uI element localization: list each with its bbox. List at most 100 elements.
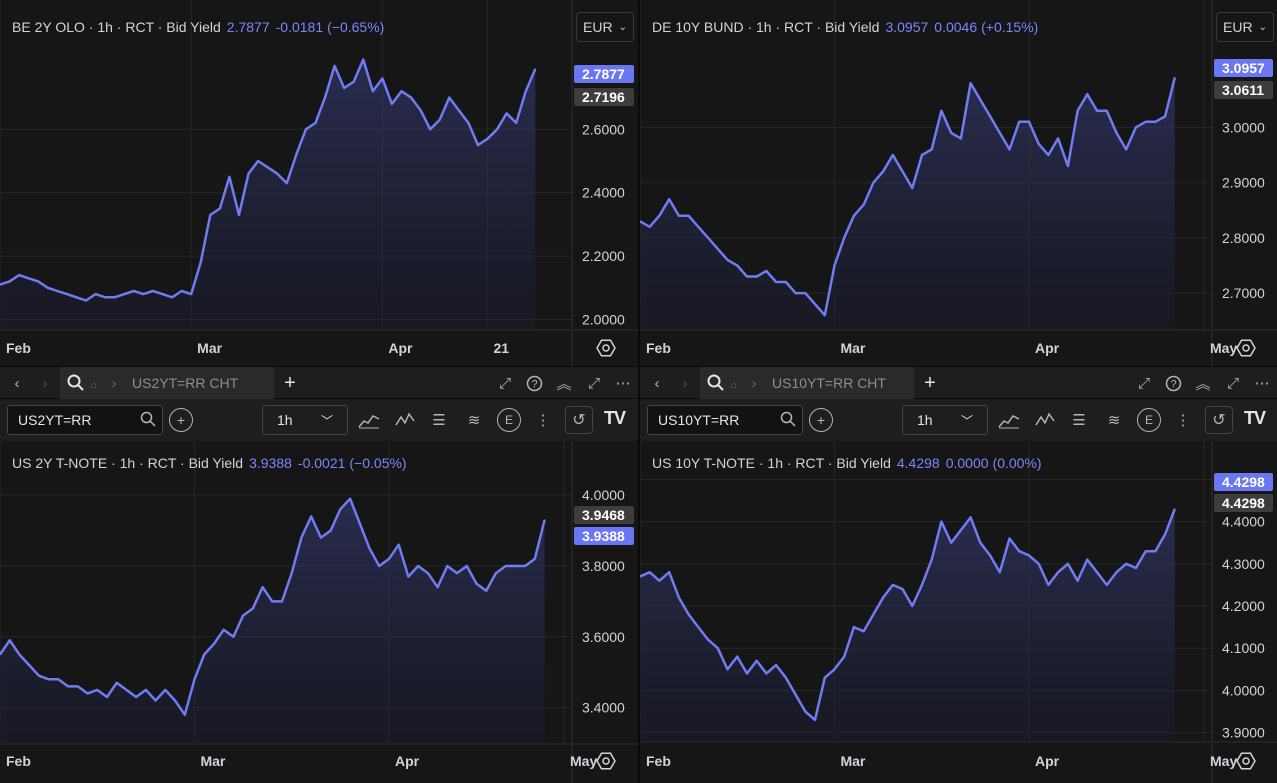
data-point <box>28 664 30 666</box>
multi-line-icon[interactable]: ≋ <box>1107 412 1121 429</box>
legend-last: 4.4298 <box>896 455 940 471</box>
data-point <box>1028 121 1030 123</box>
settings-hex-icon-center <box>602 344 610 352</box>
data-point <box>901 170 904 173</box>
y-tick-label: 2.0000 <box>582 311 625 327</box>
data-point <box>486 138 489 140</box>
more-icon[interactable]: ⋯ <box>1254 375 1270 392</box>
data-point <box>77 685 79 687</box>
indicators-icon[interactable] <box>1033 409 1057 431</box>
more-vert-icon[interactable]: ⋮ <box>535 412 551 429</box>
legend-pct: (−0.05%) <box>349 455 407 471</box>
back-icon[interactable]: ‹ <box>14 374 20 392</box>
chart-plot-be2y[interactable]: 2.0000 2.2000 2.4000 2.6000 Feb Mar Apr 21 2.787… <box>0 0 638 366</box>
undo-icon[interactable]: ↺ <box>565 406 593 434</box>
chevron-down-icon: ﹀ <box>320 414 333 428</box>
chart-panel-us2y[interactable]: 3.4000 3.6000 3.8000 4.0000 Feb Mar Apr May 3.94… <box>0 441 638 783</box>
symbol-value: US2YT=RR <box>18 412 92 428</box>
search-icon[interactable] <box>706 372 726 394</box>
tab-us10y[interactable] <box>700 367 914 399</box>
data-point <box>931 148 933 151</box>
x-tick-label: May <box>570 753 597 769</box>
events-icon[interactable]: E <box>1137 408 1161 432</box>
add-tab-icon[interactable]: + <box>924 371 936 394</box>
data-point <box>960 529 962 531</box>
expand-icon[interactable]: ⤢ <box>1226 374 1239 392</box>
data-point <box>37 280 39 283</box>
chart-plot-us2y[interactable]: 3.4000 3.6000 3.8000 4.0000 Feb Mar Apr May 3.94… <box>0 441 638 783</box>
chart-plot-de10y[interactable]: 2.7000 2.8000 2.9000 3.0000 Feb Mar Apr May 3.09… <box>640 0 1277 366</box>
settings-hex-icon[interactable] <box>1236 752 1256 770</box>
y-tick-label: 2.7000 <box>1222 285 1265 301</box>
chart-panel-be2y[interactable]: 2.0000 2.2000 2.4000 2.6000 Feb Mar Apr 21 2.787… <box>0 0 638 366</box>
timeframe-dropdown[interactable]: 1h ﹀ <box>902 405 988 435</box>
link-icon[interactable]: ⤢ <box>1137 374 1150 392</box>
chart-panel-de10y[interactable]: 2.7000 2.8000 2.9000 3.0000 Feb Mar Apr May 3.09… <box>640 0 1277 366</box>
help-icon[interactable]: ? <box>1163 373 1183 393</box>
x-tick-label: Mar <box>197 340 222 356</box>
settings-hex-icon[interactable] <box>596 339 616 357</box>
data-point <box>261 586 264 588</box>
settings-hex-icon[interactable] <box>596 752 616 770</box>
events-icon[interactable]: E <box>497 408 521 432</box>
series-area <box>640 509 1175 741</box>
forward-icon[interactable]: › <box>42 374 48 392</box>
collapse-icon[interactable]: ︽ <box>1195 375 1211 393</box>
legend-change: 0.0000 <box>945 455 989 471</box>
data-point <box>339 508 341 510</box>
currency-dropdown[interactable]: EUR ⌄ <box>576 12 634 42</box>
data-point <box>794 693 797 696</box>
data-point <box>1008 148 1011 151</box>
data-point <box>1067 165 1069 167</box>
settings-hex-icon[interactable] <box>1236 339 1256 357</box>
link-icon[interactable]: ⤢ <box>498 374 511 392</box>
add-compare-icon[interactable]: + <box>809 408 833 432</box>
chart-plot-us10y[interactable]: 3.90004.00004.10004.20004.30004.40004.50… <box>640 441 1277 783</box>
expand-icon[interactable]: ⤢ <box>587 374 600 392</box>
data-point <box>0 653 1 656</box>
data-point <box>746 275 748 278</box>
multi-line-icon[interactable]: ≋ <box>467 412 481 429</box>
templates-icon[interactable]: ☰ <box>1072 412 1086 429</box>
tab-us2y[interactable] <box>60 367 274 399</box>
add-tab-icon[interactable]: + <box>284 371 296 394</box>
currency-dropdown[interactable]: EUR ⌄ <box>1216 12 1274 42</box>
area-chart-icon[interactable] <box>997 409 1021 431</box>
undo-icon[interactable]: ↺ <box>1205 406 1233 434</box>
data-point <box>286 182 288 184</box>
series-area <box>0 498 545 743</box>
timeframe-dropdown[interactable]: 1h ﹀ <box>262 405 348 435</box>
chart-panel-us10y[interactable]: 3.90004.00004.10004.20004.30004.40004.50… <box>640 441 1277 783</box>
data-point <box>295 154 297 156</box>
add-compare-icon[interactable]: + <box>169 408 193 432</box>
indicators-icon[interactable] <box>393 409 417 431</box>
more-vert-icon[interactable]: ⋮ <box>1175 412 1191 429</box>
data-point <box>9 639 11 641</box>
legend-change: 0.0046 <box>934 19 978 35</box>
help-icon[interactable]: ? <box>524 373 544 393</box>
symbol-search-input[interactable]: US2YT=RR <box>7 405 163 435</box>
series-line[interactable] <box>640 508 1176 722</box>
data-point <box>381 77 383 80</box>
search-icon[interactable] <box>66 372 86 394</box>
data-point <box>863 204 865 206</box>
data-point <box>756 275 758 278</box>
data-point <box>726 668 729 670</box>
templates-icon[interactable]: ☰ <box>432 412 446 429</box>
data-point <box>152 290 154 292</box>
data-point <box>804 292 806 294</box>
more-icon[interactable]: ⋯ <box>615 375 631 392</box>
data-point <box>448 96 450 99</box>
chevron-right-icon: › <box>111 374 117 392</box>
data-point <box>979 542 981 544</box>
data-point <box>726 259 729 261</box>
back-icon[interactable]: ‹ <box>654 374 660 392</box>
symbol-search-input[interactable]: US10YT=RR <box>647 405 803 435</box>
data-point <box>1076 110 1079 112</box>
area-chart-icon[interactable] <box>357 409 381 431</box>
forward-icon[interactable]: › <box>682 374 688 392</box>
price-tag-bg <box>1214 473 1273 491</box>
collapse-icon[interactable]: ︽ <box>556 375 572 393</box>
series-line[interactable] <box>640 77 1177 317</box>
data-point <box>305 128 307 130</box>
